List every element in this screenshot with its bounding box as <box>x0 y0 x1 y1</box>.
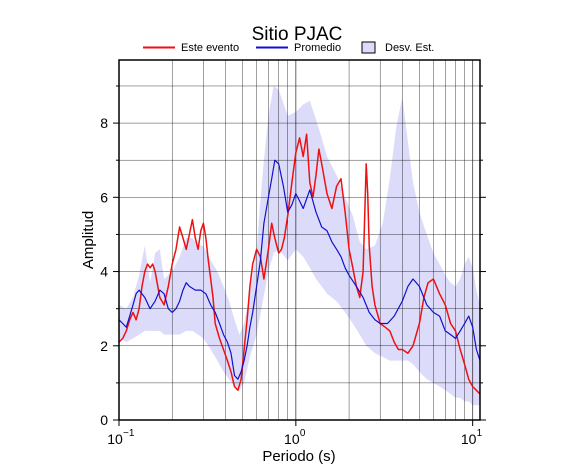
x-axis-label: Periodo (s) <box>262 448 335 465</box>
legend-label: Este evento <box>181 42 239 54</box>
series-line-este-evento <box>118 133 481 395</box>
plot-frame <box>118 59 481 421</box>
grid <box>118 60 480 420</box>
x-tick-label: 10 <box>461 431 477 447</box>
legend-item-promedio: Promedio <box>256 42 341 54</box>
series-layer <box>118 133 481 395</box>
chart-title: Sitio PJAC <box>252 24 343 45</box>
x-tick-label: 10 <box>107 431 123 447</box>
y-tick-label: 2 <box>100 338 108 354</box>
x-tick-exponent: 1 <box>477 428 483 439</box>
y-tick-label: 8 <box>100 115 108 131</box>
legend-item-este-evento: Este evento <box>143 42 239 54</box>
legend: Este evento Promedio Desv. Est. <box>143 41 434 54</box>
y-tick-label: 6 <box>100 189 108 205</box>
y-tick-label: 0 <box>100 412 108 428</box>
legend-label: Desv. Est. <box>385 42 434 54</box>
y-tick-label: 4 <box>100 264 108 280</box>
legend-swatch <box>361 41 376 54</box>
x-tick-exponent: −1 <box>123 428 135 439</box>
x-tick-exponent: 0 <box>300 428 306 439</box>
plot-border <box>118 59 481 421</box>
std-band-layer <box>119 86 480 406</box>
y-axis-label: Amplitud <box>80 211 97 269</box>
legend-label: Promedio <box>294 42 341 54</box>
series-line-promedio <box>118 159 481 380</box>
legend-item-desv-est-: Desv. Est. <box>361 41 434 54</box>
x-tick-label: 10 <box>284 431 300 447</box>
std-band <box>119 86 480 406</box>
